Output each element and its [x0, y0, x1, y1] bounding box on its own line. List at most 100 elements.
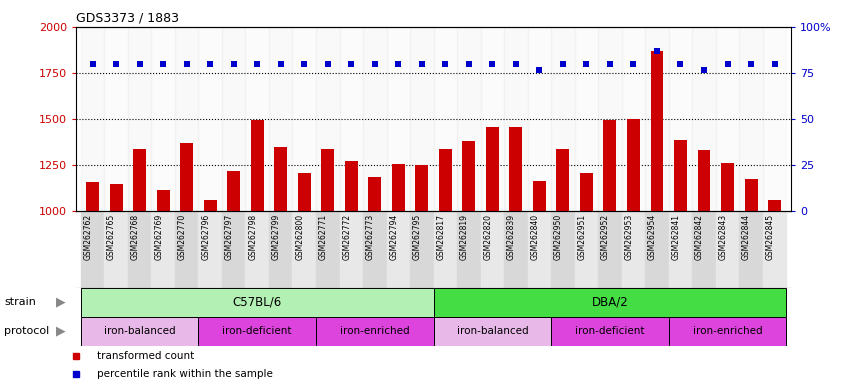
Bar	[598, 211, 622, 288]
Bar	[433, 288, 786, 317]
Bar	[339, 211, 363, 288]
Point	[392, 61, 405, 67]
Bar	[574, 211, 598, 288]
Bar	[128, 27, 151, 211]
Point	[580, 61, 593, 67]
Text: GSM262842: GSM262842	[695, 214, 704, 260]
Bar	[528, 27, 551, 211]
Bar	[104, 27, 128, 211]
Bar	[551, 27, 574, 211]
Text: GDS3373 / 1883: GDS3373 / 1883	[76, 11, 179, 24]
Bar	[504, 211, 528, 288]
Bar	[651, 51, 663, 211]
Bar	[674, 140, 687, 211]
Bar	[439, 149, 452, 211]
Bar	[274, 147, 287, 211]
Bar	[739, 27, 763, 211]
Bar	[463, 141, 475, 211]
Bar	[410, 27, 433, 211]
Text: GSM262845: GSM262845	[766, 214, 775, 260]
Bar	[175, 211, 199, 288]
Text: GSM262769: GSM262769	[154, 214, 163, 260]
Bar	[316, 211, 339, 288]
Point	[556, 61, 569, 67]
Bar	[81, 317, 199, 346]
Text: GSM262771: GSM262771	[319, 214, 327, 260]
Point	[321, 61, 334, 67]
Bar	[721, 163, 734, 211]
Bar	[81, 27, 104, 211]
Text: GSM262820: GSM262820	[483, 214, 492, 260]
Bar	[298, 174, 310, 211]
Bar	[228, 170, 240, 211]
Bar	[433, 27, 457, 211]
Bar	[128, 211, 151, 288]
Bar	[481, 211, 504, 288]
Text: iron-deficient: iron-deficient	[222, 326, 292, 336]
Text: iron-deficient: iron-deficient	[575, 326, 645, 336]
Bar	[622, 211, 645, 288]
Text: GSM262952: GSM262952	[601, 214, 610, 260]
Point	[697, 67, 711, 73]
Bar	[104, 211, 128, 288]
Bar	[433, 211, 457, 288]
Bar	[222, 211, 245, 288]
Bar	[528, 211, 551, 288]
Bar	[486, 127, 499, 211]
Text: GSM262954: GSM262954	[648, 214, 657, 260]
Point	[721, 61, 734, 67]
Bar	[175, 27, 199, 211]
Bar	[110, 184, 123, 211]
Bar	[293, 27, 316, 211]
Bar	[533, 181, 546, 211]
Bar	[250, 120, 264, 211]
Point	[627, 61, 640, 67]
Bar	[481, 27, 504, 211]
Text: ▶: ▶	[56, 325, 66, 338]
Bar	[363, 27, 387, 211]
Point	[768, 61, 782, 67]
Bar	[410, 211, 433, 288]
Bar	[739, 211, 763, 288]
Text: GSM262819: GSM262819	[460, 214, 469, 260]
Bar	[392, 164, 404, 211]
Text: iron-enriched: iron-enriched	[340, 326, 409, 336]
Bar	[692, 27, 716, 211]
Bar	[763, 27, 786, 211]
Text: GSM262770: GSM262770	[178, 214, 187, 260]
Text: GSM262800: GSM262800	[295, 214, 305, 260]
Bar	[199, 317, 316, 346]
Bar	[339, 27, 363, 211]
Bar	[81, 211, 104, 288]
Point	[533, 67, 547, 73]
Text: iron-balanced: iron-balanced	[457, 326, 528, 336]
Point	[180, 61, 194, 67]
Text: GSM262762: GSM262762	[84, 214, 92, 260]
Bar	[768, 200, 781, 211]
Bar	[668, 317, 786, 346]
Bar	[557, 149, 569, 211]
Text: DBA/2: DBA/2	[591, 296, 629, 309]
Bar	[245, 27, 269, 211]
Bar	[363, 211, 387, 288]
Point	[227, 61, 240, 67]
Point	[133, 61, 146, 67]
Text: GSM262839: GSM262839	[507, 214, 516, 260]
Point	[368, 61, 382, 67]
Bar	[433, 317, 551, 346]
Bar	[321, 149, 334, 211]
Text: GSM262844: GSM262844	[742, 214, 751, 260]
Point	[250, 61, 264, 67]
Point	[603, 61, 617, 67]
Bar	[151, 211, 175, 288]
Point	[203, 61, 217, 67]
Text: transformed count: transformed count	[97, 351, 195, 361]
Text: GSM262840: GSM262840	[530, 214, 540, 260]
Point	[509, 61, 523, 67]
Text: GSM262841: GSM262841	[672, 214, 680, 260]
Bar	[627, 119, 640, 211]
Point	[274, 61, 288, 67]
Text: GSM262797: GSM262797	[225, 214, 233, 260]
Point	[109, 61, 123, 67]
Text: GSM262843: GSM262843	[718, 214, 728, 260]
